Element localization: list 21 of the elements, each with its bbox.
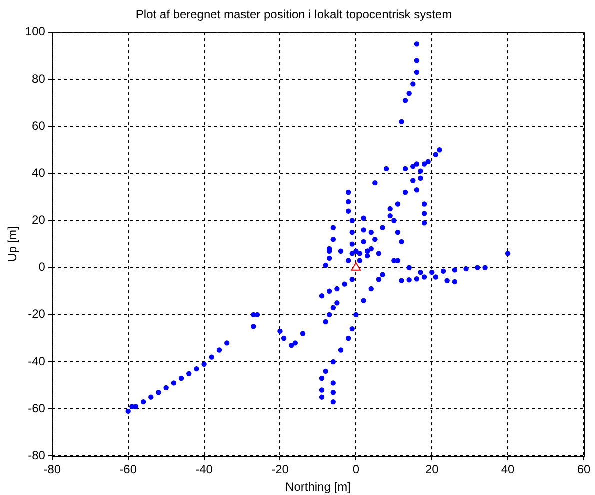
x-tick-label: -60 (120, 462, 138, 477)
y-tick-label: 20 (32, 213, 46, 228)
y-tick-label: -40 (28, 354, 46, 368)
y-tick-label: 80 (32, 72, 46, 86)
x-tick-label: 20 (425, 462, 440, 477)
x-axis-title: Northing [m] (286, 480, 351, 494)
y-tick-label: 40 (32, 166, 46, 180)
y-tick-label: -60 (28, 401, 46, 416)
x-tick-label: 60 (577, 462, 591, 477)
chart-title: Plot af beregnet master position i lokalt topocentrisk system (136, 8, 452, 22)
y-tick-label: -20 (28, 307, 46, 322)
y-tick-label: 0 (38, 260, 46, 274)
x-tick-label: 40 (501, 462, 516, 477)
y-tick-label: 60 (32, 118, 46, 133)
x-tick-label: -80 (44, 462, 62, 477)
y-axis-title: Up [m] (6, 226, 20, 262)
x-tick-label: 0 (352, 462, 360, 477)
y-tick-label: 100 (25, 24, 46, 39)
y-tick-label: -80 (28, 448, 46, 463)
x-tick-label: -20 (272, 462, 290, 477)
x-tick-label: -40 (196, 462, 214, 477)
